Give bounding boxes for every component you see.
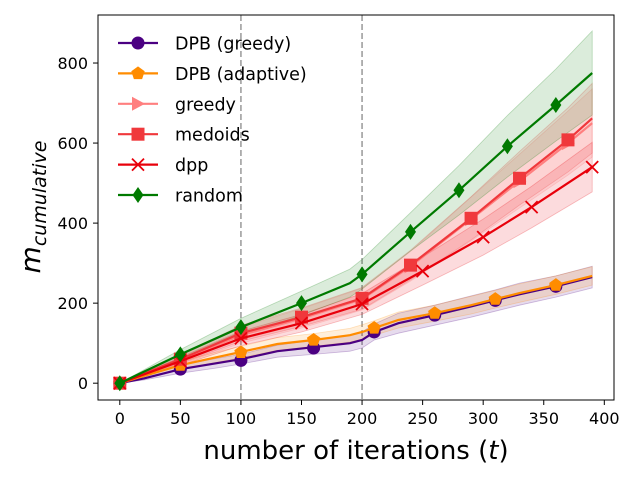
data-point (234, 345, 248, 358)
x-axis-label: number of iterations (t) (203, 436, 508, 466)
series-line (119, 276, 593, 385)
legend: DPB (greedy) DPB (adaptive) greedy medoids d… (118, 35, 307, 207)
data-point (550, 97, 562, 114)
x-tick-label: 0 (115, 409, 125, 428)
plot-area (113, 15, 599, 400)
data-point (295, 295, 307, 312)
data-point (453, 182, 465, 199)
data-point (501, 138, 513, 155)
data-point (464, 211, 478, 225)
legend-entry: random (118, 187, 243, 207)
legend-label: DPB (adaptive) (175, 65, 307, 85)
data-point (235, 319, 247, 336)
data-point (404, 258, 418, 272)
data-point (524, 200, 539, 214)
y-tick-label: 0 (78, 374, 88, 393)
data-point (549, 278, 563, 291)
legend-entry: dpp (118, 156, 208, 176)
y-tick-label: 400 (57, 214, 88, 233)
data-point (356, 266, 368, 283)
legend-label: dpp (175, 156, 208, 176)
data-point (585, 160, 599, 174)
data-point (294, 316, 309, 330)
x-tick-label: 150 (286, 409, 317, 428)
data-point (306, 333, 321, 346)
data-point (131, 36, 145, 50)
legend-label: greedy (175, 95, 236, 115)
data-point (131, 66, 145, 80)
series-line (119, 274, 593, 385)
confidence-band (119, 88, 593, 384)
data-point (132, 187, 144, 203)
data-point (476, 230, 490, 244)
data-point (513, 171, 527, 185)
data-point (405, 223, 417, 240)
data-point (131, 157, 145, 172)
legend-entry: greedy (118, 95, 236, 115)
series-line (119, 117, 593, 385)
legend-entry: DPB (adaptive) (118, 65, 307, 85)
x-tick-label: 100 (226, 409, 257, 428)
data-point (114, 375, 126, 392)
y-tick-label: 600 (57, 134, 88, 153)
x-tick-label: 50 (170, 409, 190, 428)
data-point (367, 321, 381, 334)
data-point (355, 297, 369, 311)
data-point (131, 127, 145, 141)
y-tick-label: 800 (57, 54, 88, 73)
confidence-band (119, 82, 593, 384)
data-point (132, 96, 145, 111)
x-tick-label: 400 (589, 409, 620, 428)
data-point (561, 133, 575, 147)
x-tick-label: 250 (407, 409, 438, 428)
legend-entry: DPB (greedy) (118, 35, 291, 55)
y-tick-label: 200 (57, 294, 88, 313)
axes-frame (97, 14, 615, 401)
data-point (415, 264, 430, 278)
axis-ticks: 0 50 100 150 200 250 300 350 400 0 200 400 600 800 (57, 54, 619, 428)
x-tick-label: 200 (347, 409, 378, 428)
legend-label: DPB (greedy) (175, 35, 291, 55)
data-point (428, 306, 442, 319)
data-point (234, 331, 248, 346)
legend-label: medoids (175, 126, 250, 146)
legend-entry: medoids (118, 126, 250, 146)
x-tick-label: 350 (528, 409, 559, 428)
y-axis-label: mcumulative (14, 141, 51, 274)
series (114, 72, 593, 392)
data-point (488, 292, 502, 305)
x-tick-label: 300 (468, 409, 499, 428)
legend-label: random (175, 187, 243, 207)
data-point (174, 346, 186, 363)
